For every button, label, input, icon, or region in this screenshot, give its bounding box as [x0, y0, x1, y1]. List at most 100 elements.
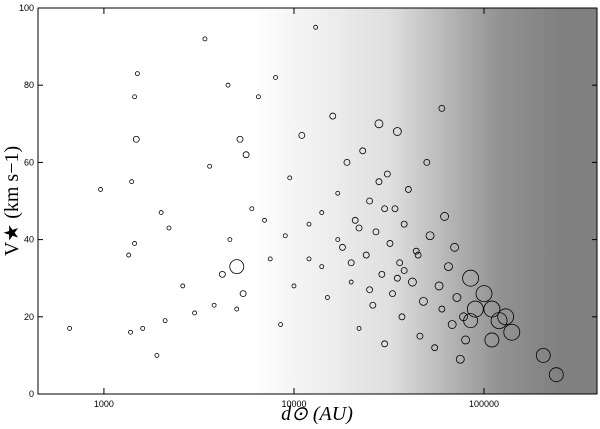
- point: [298, 131, 306, 139]
- point: [374, 119, 384, 129]
- point: [412, 247, 420, 255]
- point: [278, 322, 283, 327]
- point: [375, 178, 383, 186]
- point: [404, 186, 412, 193]
- point: [291, 283, 297, 289]
- point: [378, 270, 386, 278]
- point: [67, 325, 73, 331]
- y-tick-label: 100: [19, 3, 34, 13]
- point: [126, 252, 132, 258]
- x-tick-label: 1000: [94, 399, 114, 409]
- point: [366, 286, 374, 294]
- point: [267, 256, 273, 262]
- point: [392, 127, 402, 136]
- point: [386, 240, 394, 247]
- point: [425, 231, 435, 241]
- point: [461, 335, 471, 345]
- point: [444, 262, 453, 272]
- point: [548, 367, 564, 383]
- point: [381, 205, 389, 213]
- point: [227, 237, 233, 243]
- point: [287, 175, 293, 181]
- point: [347, 259, 355, 267]
- point: [383, 170, 391, 178]
- point: [369, 301, 377, 309]
- point: [207, 163, 213, 169]
- point: [440, 212, 449, 221]
- point: [192, 310, 197, 316]
- background-density: [38, 8, 597, 394]
- point: [218, 270, 226, 278]
- x-tick-label: 10000: [281, 399, 306, 409]
- point: [503, 323, 521, 341]
- point: [535, 347, 551, 363]
- point: [158, 210, 164, 215]
- y-tick-label: 20: [24, 312, 34, 322]
- point: [262, 217, 267, 223]
- point: [362, 251, 370, 259]
- point: [484, 332, 500, 348]
- point: [438, 305, 446, 313]
- point: [438, 104, 446, 112]
- point: [329, 112, 337, 120]
- point: [180, 283, 186, 289]
- y-tick-label: 40: [24, 235, 34, 245]
- point: [391, 205, 399, 213]
- point: [335, 237, 341, 243]
- point: [234, 306, 240, 312]
- point: [431, 344, 439, 352]
- point: [306, 256, 312, 262]
- point: [339, 243, 346, 251]
- point: [236, 135, 244, 143]
- point: [463, 313, 479, 329]
- point: [400, 267, 408, 274]
- point: [475, 285, 493, 303]
- point: [400, 220, 408, 228]
- point: [273, 75, 278, 80]
- point: [450, 242, 459, 252]
- point: [132, 135, 140, 143]
- point: [355, 224, 363, 232]
- point: [393, 274, 401, 282]
- point: [242, 151, 250, 159]
- point: [313, 24, 319, 30]
- point: [319, 210, 325, 215]
- point: [249, 206, 255, 212]
- point: [447, 320, 457, 329]
- point: [419, 296, 428, 306]
- plot-frame: [37, 7, 598, 395]
- point: [132, 94, 137, 100]
- point: [129, 179, 135, 185]
- x-tick-label: 100000: [469, 399, 499, 409]
- point: [343, 158, 351, 166]
- point: [396, 259, 404, 267]
- y-tick-label: 0: [29, 389, 34, 399]
- point: [229, 259, 245, 275]
- point: [398, 313, 406, 321]
- point: [455, 354, 465, 364]
- y-tick-label: 80: [24, 80, 34, 90]
- point: [414, 251, 422, 259]
- point: [359, 147, 367, 155]
- point: [462, 269, 480, 287]
- point: [452, 293, 462, 302]
- point: [134, 71, 140, 77]
- y-axis-label: V★ (km s−1): [1, 146, 23, 256]
- point: [166, 225, 172, 231]
- point: [381, 340, 389, 348]
- point: [356, 325, 362, 331]
- point: [154, 352, 160, 358]
- point: [98, 187, 103, 192]
- point: [416, 332, 424, 340]
- point: [225, 82, 231, 88]
- y-tick-label: 60: [24, 157, 34, 167]
- point: [140, 325, 146, 331]
- point: [335, 190, 341, 196]
- point: [282, 233, 288, 239]
- point: [325, 295, 330, 300]
- point: [239, 290, 247, 298]
- point: [132, 241, 137, 246]
- point: [306, 221, 312, 227]
- point: [372, 228, 380, 236]
